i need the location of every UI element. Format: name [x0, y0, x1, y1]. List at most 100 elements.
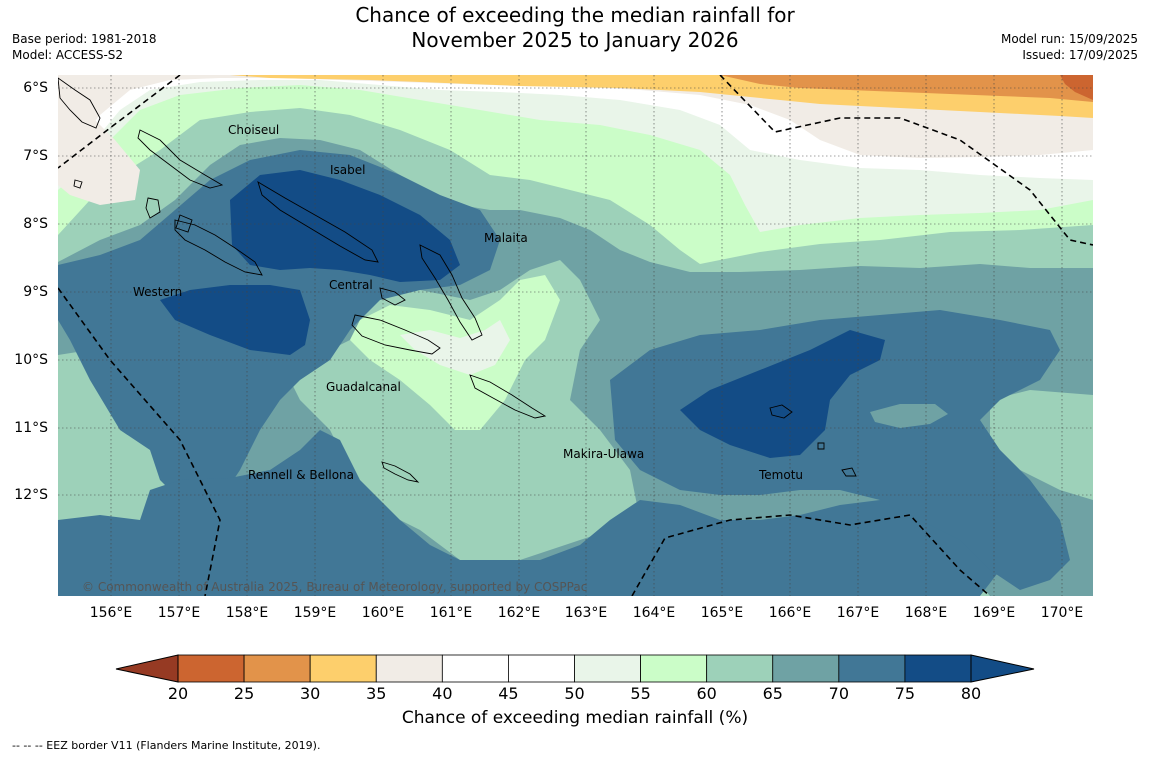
colorbar-tick-label: 50 [564, 684, 585, 703]
colorbar [115, 654, 1035, 683]
lon-label-156e: 156°E [89, 605, 133, 621]
island-vanikoro [817, 442, 825, 450]
colorbar-tick-label: 75 [894, 684, 916, 703]
lon-label-170e: 170°E [1040, 605, 1084, 621]
place-label-guadalcanal: Guadalcanal [326, 380, 401, 394]
lon-label-160e: 160°E [361, 605, 405, 621]
chart-title: Chance of exceeding the median rainfall … [0, 3, 1150, 53]
colorbar-cells [177, 654, 972, 683]
island-rennell [381, 461, 420, 483]
colorbar-tick-label: 55 [630, 684, 651, 703]
island-isabel [257, 181, 379, 263]
colorbar-cell [838, 654, 906, 683]
lat-label-10s: 10°S [14, 352, 48, 368]
eez-footnote: -- -- -- EEZ border V11 (Flanders Marine… [12, 739, 321, 752]
issued-date: Issued: 17/09/2025 [1022, 48, 1138, 62]
island-vella [175, 214, 193, 233]
lon-label-162e: 162°E [497, 605, 541, 621]
model-run: Model run: 15/09/2025 [1000, 32, 1138, 46]
place-label-malaita: Malaita [484, 231, 528, 245]
colorbar-cell [706, 654, 774, 683]
colorbar-tick-label: 35 [366, 684, 387, 703]
island-ontong [73, 179, 83, 189]
lat-label-6s: 6°S [23, 80, 48, 96]
colorbar-tick-label: 30 [299, 684, 321, 703]
contour-25-30 [1060, 75, 1093, 100]
contour-55-60-center [400, 320, 510, 375]
colorbar-over-arrow [970, 654, 1035, 683]
lon-label-164e: 164°E [632, 605, 676, 621]
map-canvas [58, 75, 1093, 596]
island-shortland [145, 197, 161, 219]
base-period: Base period: 1981-2018 [12, 32, 157, 46]
place-label-rennell-bellona: Rennell & Bellona [248, 468, 355, 482]
island-makira [469, 374, 547, 419]
colorbar-under-arrow [115, 654, 179, 683]
contour-75-80-east [610, 310, 1070, 590]
contour-70-75-eastpatch [870, 404, 948, 428]
colorbar-cell [508, 654, 575, 683]
colorbar-tick-label: 20 [167, 684, 189, 703]
eez-border [58, 75, 1093, 596]
contour-75-80-south [58, 430, 1000, 596]
place-label-temotu: Temotu [759, 468, 804, 482]
place-label-western: Western [133, 285, 183, 299]
colorbar-cell [375, 654, 443, 683]
lon-label-157e: 157°E [157, 605, 201, 621]
place-label-isabel: Isabel [330, 163, 366, 177]
place-label-central: Central [329, 278, 373, 292]
colorbar-tick-label: 40 [432, 684, 453, 703]
island-outlines [58, 77, 857, 483]
island-santa-cruz [769, 404, 793, 419]
colorbar-cell [904, 654, 972, 683]
island-tikopia [841, 467, 857, 477]
lat-label-11s: 11°S [14, 420, 48, 436]
lon-label-165e: 165°E [700, 605, 744, 621]
lat-label-12s: 12°S [14, 487, 48, 503]
lon-label-159e: 159°E [293, 605, 337, 621]
contour-30-35 [720, 75, 1093, 102]
contour-40-45-west [58, 100, 140, 205]
rainfall-map [58, 75, 1093, 596]
contour-80-plus-isabel [230, 170, 460, 282]
place-label-makira-ulawa: Makira-Ulawa [563, 447, 645, 461]
lat-label-9s: 9°S [23, 284, 48, 300]
lat-label-7s: 7°S [23, 148, 48, 164]
island-choiseul [137, 129, 224, 189]
lon-label-158e: 158°E [225, 605, 269, 621]
run-info: Model run: 15/09/2025 Issued: 17/09/2025 [1001, 31, 1138, 63]
colorbar-cell [309, 654, 377, 683]
colorbar-tick-label: 80 [960, 684, 982, 703]
lon-label-169e: 169°E [972, 605, 1016, 621]
contour-80-plus-western [160, 285, 310, 355]
lon-label-163e: 163°E [564, 605, 608, 621]
lon-label-161e: 161°E [429, 605, 473, 621]
colorbar-tick-label: 25 [233, 684, 255, 703]
contour-65-70-east [990, 390, 1093, 500]
island-bougainville [58, 77, 101, 129]
colorbar-cell [243, 654, 311, 683]
place-label-choiseul: Choiseul [228, 123, 280, 137]
lon-label-166e: 166°E [768, 605, 812, 621]
map-gridlines [58, 75, 1093, 596]
copyright-notice: © Commonwealth of Australia 2025, Bureau… [82, 580, 588, 594]
island-guadalcanal [351, 314, 441, 355]
lat-label-8s: 8°S [23, 216, 48, 232]
colorbar-cell [640, 654, 708, 683]
colorbar-tick-label: 45 [498, 684, 519, 703]
colorbar-cell [441, 654, 509, 683]
colorbar-cell [177, 654, 245, 683]
colorbar-cell [574, 654, 641, 683]
island-central [379, 287, 406, 306]
colorbar-cell [772, 654, 840, 683]
colorbar-tick-label: 65 [762, 684, 783, 703]
lon-label-168e: 168°E [904, 605, 948, 621]
title-line-1: Chance of exceeding the median rainfall … [355, 3, 795, 27]
colorbar-tick-label: 70 [828, 684, 849, 703]
colorbar-tick-label: 60 [696, 684, 717, 703]
title-line-2: November 2025 to January 2026 [411, 28, 739, 52]
island-malaita [419, 244, 483, 341]
contour-80-plus-temotu [680, 330, 885, 458]
island-new-georgia [174, 219, 263, 276]
model-name: Model: ACCESS-S2 [12, 48, 124, 62]
